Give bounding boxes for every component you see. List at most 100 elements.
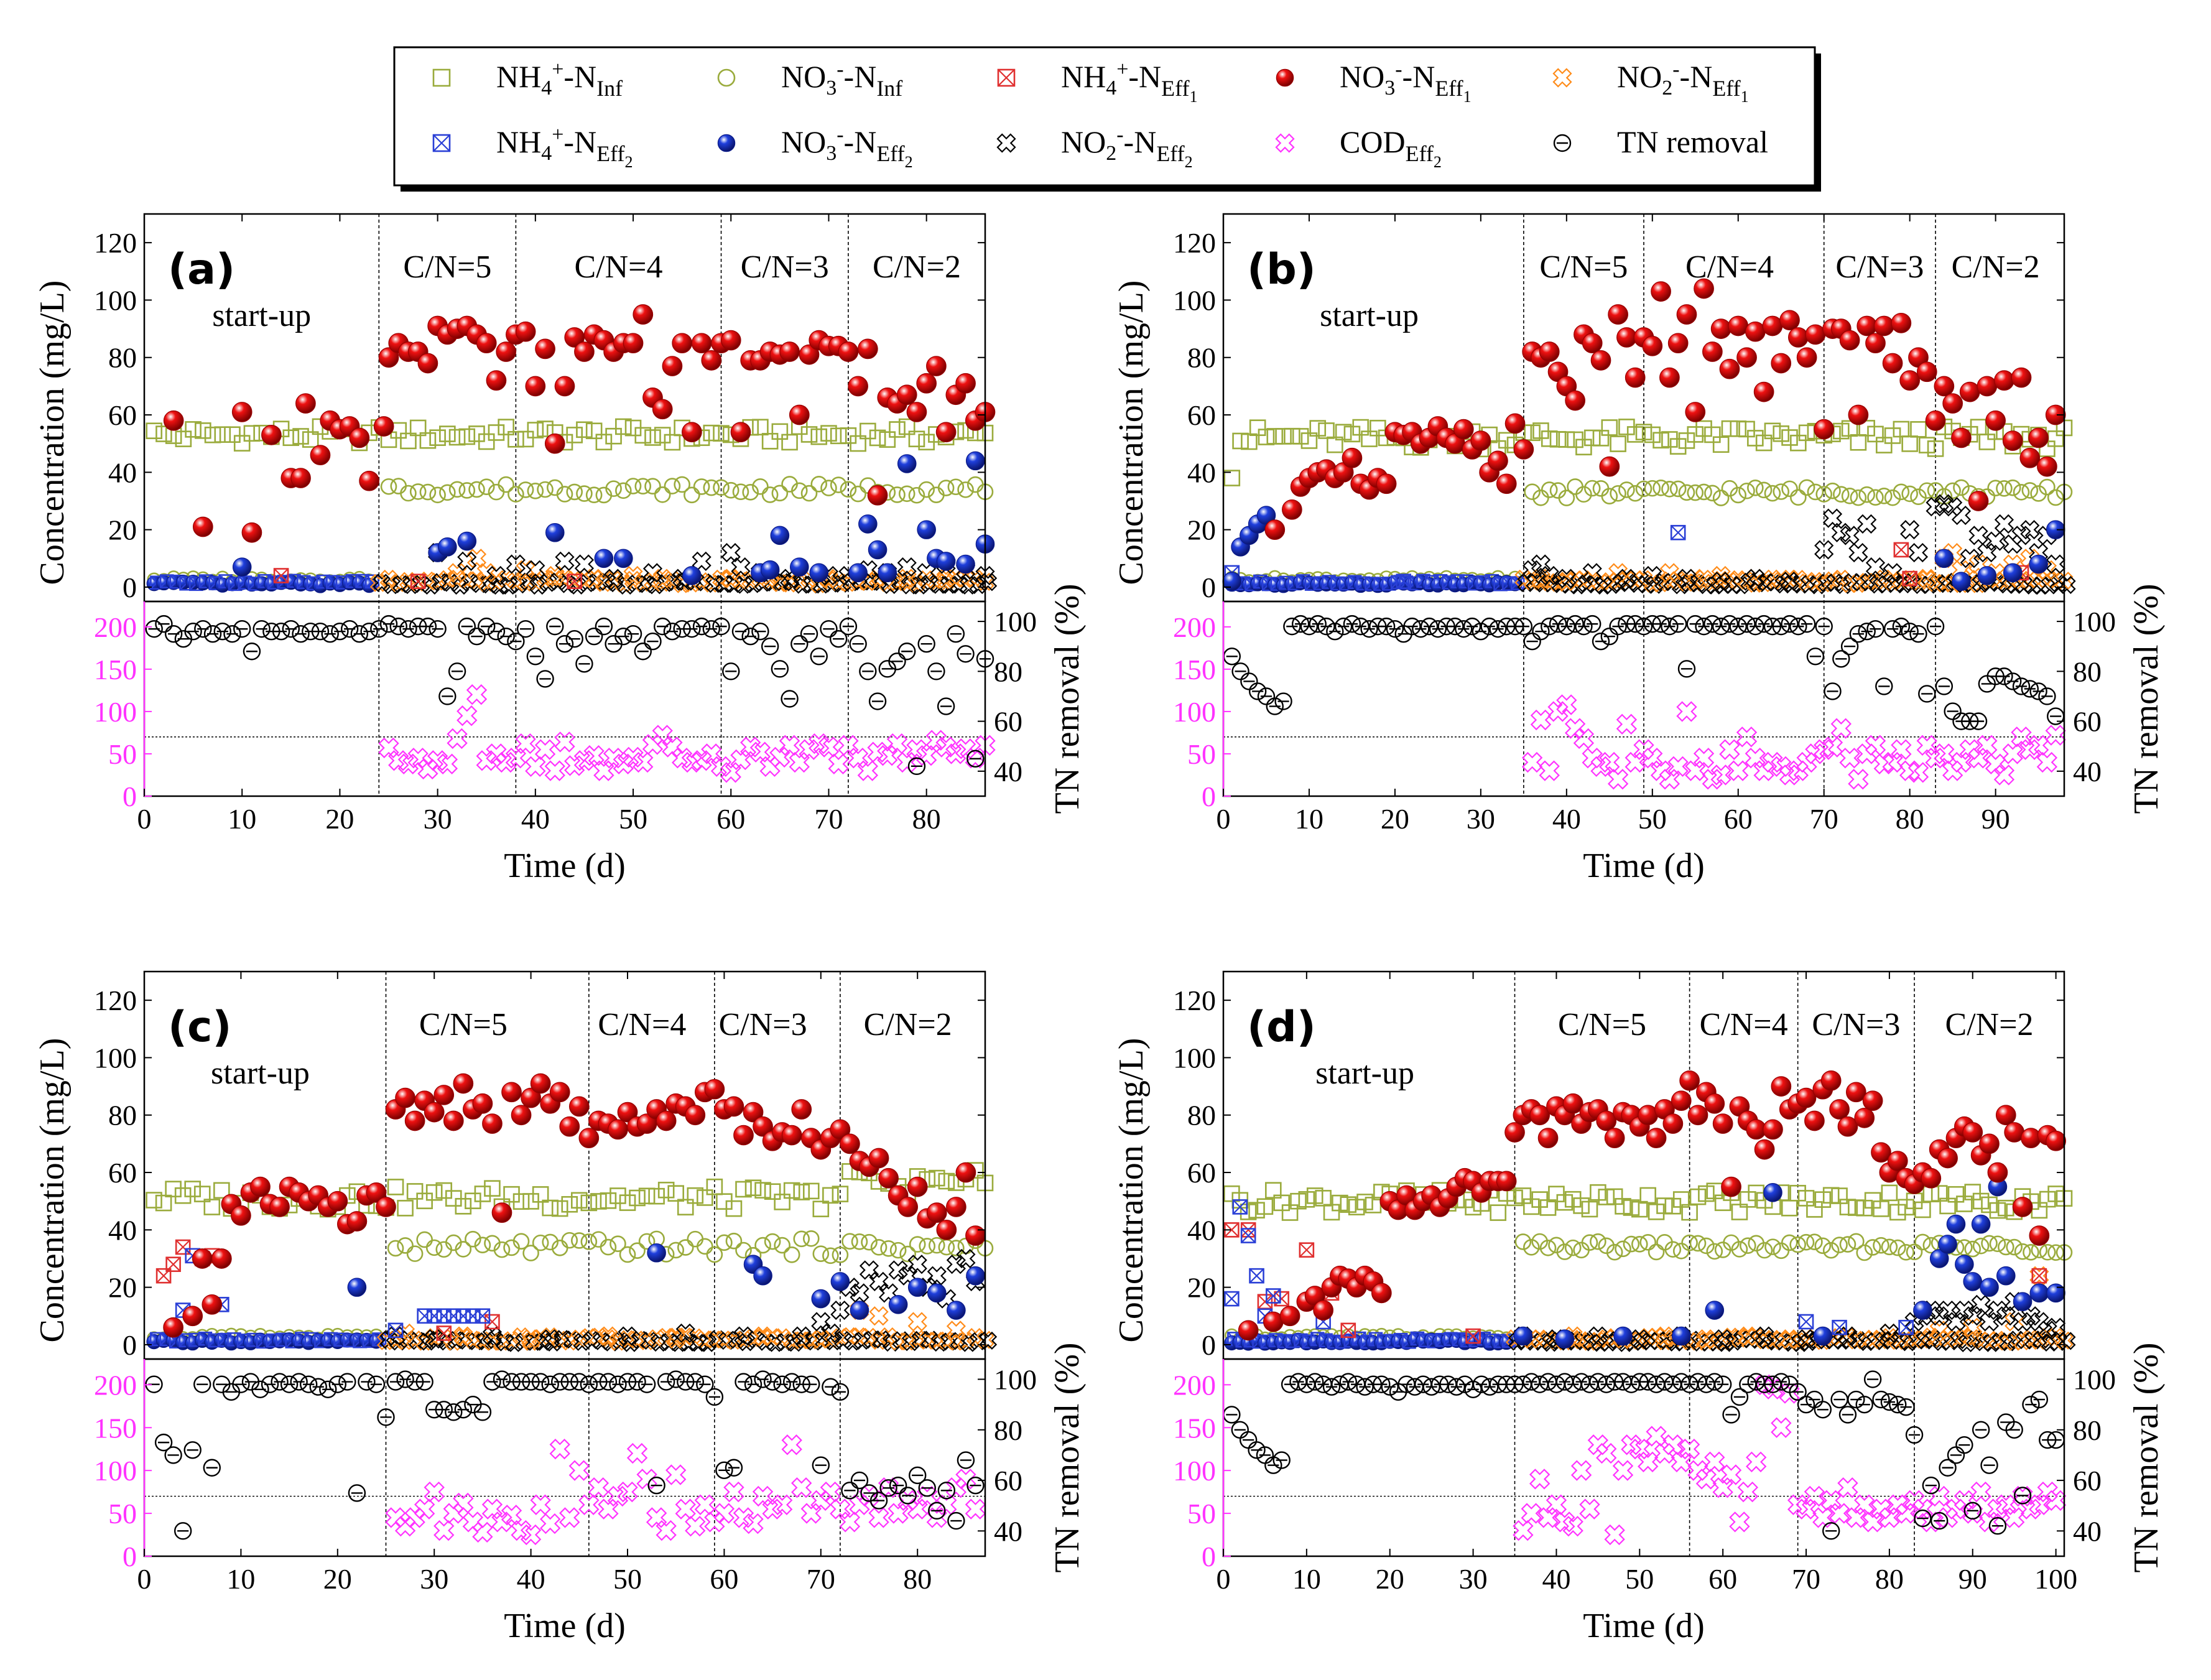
no3-eff1-point [211, 1248, 232, 1269]
tn-removal-point [1781, 615, 1799, 633]
no2-eff1-point [1963, 1329, 1982, 1347]
cod-eff2-point [675, 1498, 696, 1520]
no2-eff1-point [453, 1326, 473, 1346]
nh4-inf-point [1539, 1199, 1557, 1216]
cod-eff2-point [1685, 760, 1706, 781]
cod-eff2-point [1862, 1511, 1883, 1533]
no3-inf-point [2023, 1244, 2039, 1261]
tn-removal-point [1317, 617, 1335, 636]
no3-eff1-point [1951, 427, 1972, 448]
tn-removal-point [859, 662, 877, 680]
cod-tick-label: 0 [1202, 781, 1216, 812]
y-tick-label: 80 [1187, 342, 1216, 374]
no3-eff1-point [1814, 419, 1835, 440]
no3-eff2-point [868, 540, 888, 560]
no3-inf-point [1987, 480, 2004, 496]
no3-eff1-point [1921, 1167, 1942, 1189]
no2-eff2-point [698, 1334, 717, 1352]
tn-removal-point [907, 757, 926, 776]
no3-inf-point [517, 481, 534, 498]
no3-eff1-point [1873, 315, 1894, 336]
no3-inf-point [556, 486, 573, 503]
no3-eff2-point [753, 1266, 772, 1286]
tn-removal-point [1905, 1426, 1924, 1444]
phase-label: C/N=3 [1835, 249, 1924, 285]
nh4-inf-point [1498, 432, 1515, 449]
tn-removal-point [193, 1375, 211, 1393]
no3-eff1-point [1829, 1099, 1850, 1120]
no2-eff1-point [545, 565, 565, 586]
no3-inf-point [1648, 1243, 1665, 1261]
no2-eff1-point [1711, 565, 1731, 586]
nh4-eff1-point [1340, 1322, 1356, 1339]
tn-removal-point [782, 1373, 801, 1391]
no3-eff1-point [701, 350, 722, 371]
nh4-inf-point [537, 420, 554, 437]
nh4-inf-point [1327, 436, 1343, 453]
no3-eff1-point [1882, 353, 1903, 374]
no3-inf-point [1723, 1234, 1740, 1251]
nh4-inf-point [1592, 430, 1610, 447]
nh4-eff1-point [1299, 1242, 1315, 1258]
y-tick-label: 60 [1187, 1157, 1216, 1189]
no3-eff1-point [327, 1190, 348, 1212]
no3-eff2-point [965, 451, 985, 471]
cod-eff2-point [1950, 751, 1972, 773]
nh4-inf-point [1575, 439, 1592, 456]
nh4-inf-point [1964, 1184, 1982, 1200]
nh4-inf-point [1989, 1202, 2006, 1219]
cod-eff2-point [1521, 751, 1543, 773]
no3-eff1-point [564, 327, 585, 348]
no3-eff1-point [1937, 1148, 1958, 1169]
nh4-inf-point [1927, 440, 1944, 457]
no2-eff2-point [2029, 542, 2049, 563]
legend-label-no3_eff2: NO3--NEff2 [781, 123, 913, 171]
no2-eff2-point [1968, 526, 1988, 545]
no2-eff1-point [2003, 554, 2023, 574]
nh4-inf-point [224, 426, 241, 443]
panel-letter: (a) [168, 245, 235, 294]
no2-eff1-point [889, 1332, 907, 1351]
no3-eff1-point [482, 1113, 503, 1134]
no2-eff2-point [675, 1323, 695, 1344]
no3-eff1-point [1862, 1090, 1883, 1111]
nh4-inf-point [1644, 426, 1661, 443]
nh4-inf-point [419, 432, 437, 449]
tn-removal-point [1849, 624, 1868, 643]
cod-eff2-point [1845, 1507, 1867, 1528]
nh4-inf-point [243, 425, 261, 442]
no3-eff1-point [1376, 473, 1397, 494]
no3-eff1-point [662, 356, 683, 376]
cod-eff2-point [839, 1511, 861, 1533]
nh4-inf-point [282, 429, 300, 447]
nh4-inf-point [585, 422, 603, 440]
nh4-inf-point [1864, 1192, 1881, 1209]
tn-removal-point [899, 1487, 917, 1505]
tn-removal-point [614, 627, 633, 646]
no3-inf-point [713, 479, 730, 496]
no3-inf-point [1898, 1243, 1914, 1261]
no3-inf-point [629, 1242, 646, 1259]
tn-removal-point [253, 620, 271, 638]
cod-eff2-point [1596, 1442, 1617, 1464]
cod-eff2-point [762, 1498, 783, 1520]
tn-removal-point [541, 1375, 559, 1393]
no3-eff2-point [927, 1283, 947, 1303]
no3-inf-point [851, 1233, 868, 1250]
nh4-inf-point [429, 429, 446, 446]
nh4-inf-point [1678, 432, 1695, 449]
cod-eff2-point [633, 751, 654, 773]
no3-inf-point [1981, 1235, 1998, 1252]
no2-eff2-point [792, 1326, 812, 1346]
no2-eff2-point [840, 1278, 860, 1297]
tn-removal-point [1720, 615, 1739, 633]
nh4-inf-point [800, 426, 818, 443]
nh4-inf-point [542, 1199, 559, 1217]
tn-removal-point [1514, 617, 1533, 636]
no3-eff1-point [417, 353, 438, 374]
cod-eff2-point [694, 1494, 716, 1515]
cod-eff2-point [830, 1498, 851, 1520]
tn-removal-point [386, 1373, 405, 1391]
no2-eff2-point [1883, 563, 1903, 583]
x-tick-label: 100 [2034, 1563, 2077, 1595]
